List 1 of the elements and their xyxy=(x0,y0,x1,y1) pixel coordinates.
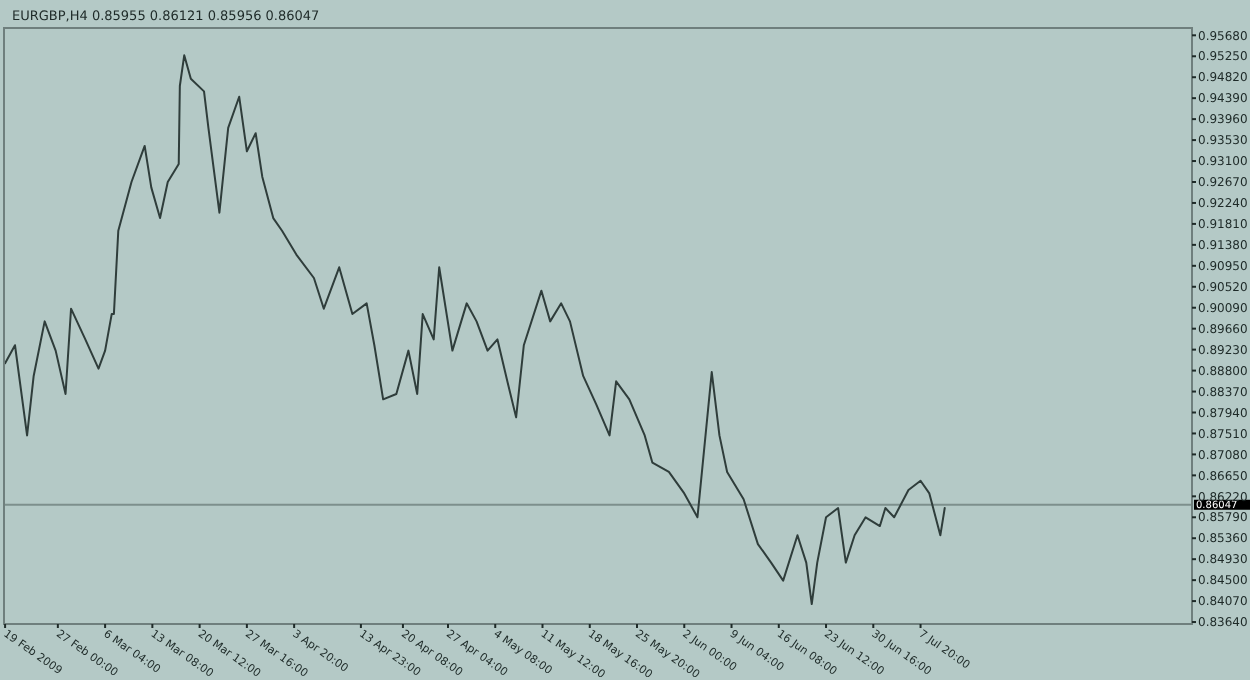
line-series xyxy=(4,54,946,606)
